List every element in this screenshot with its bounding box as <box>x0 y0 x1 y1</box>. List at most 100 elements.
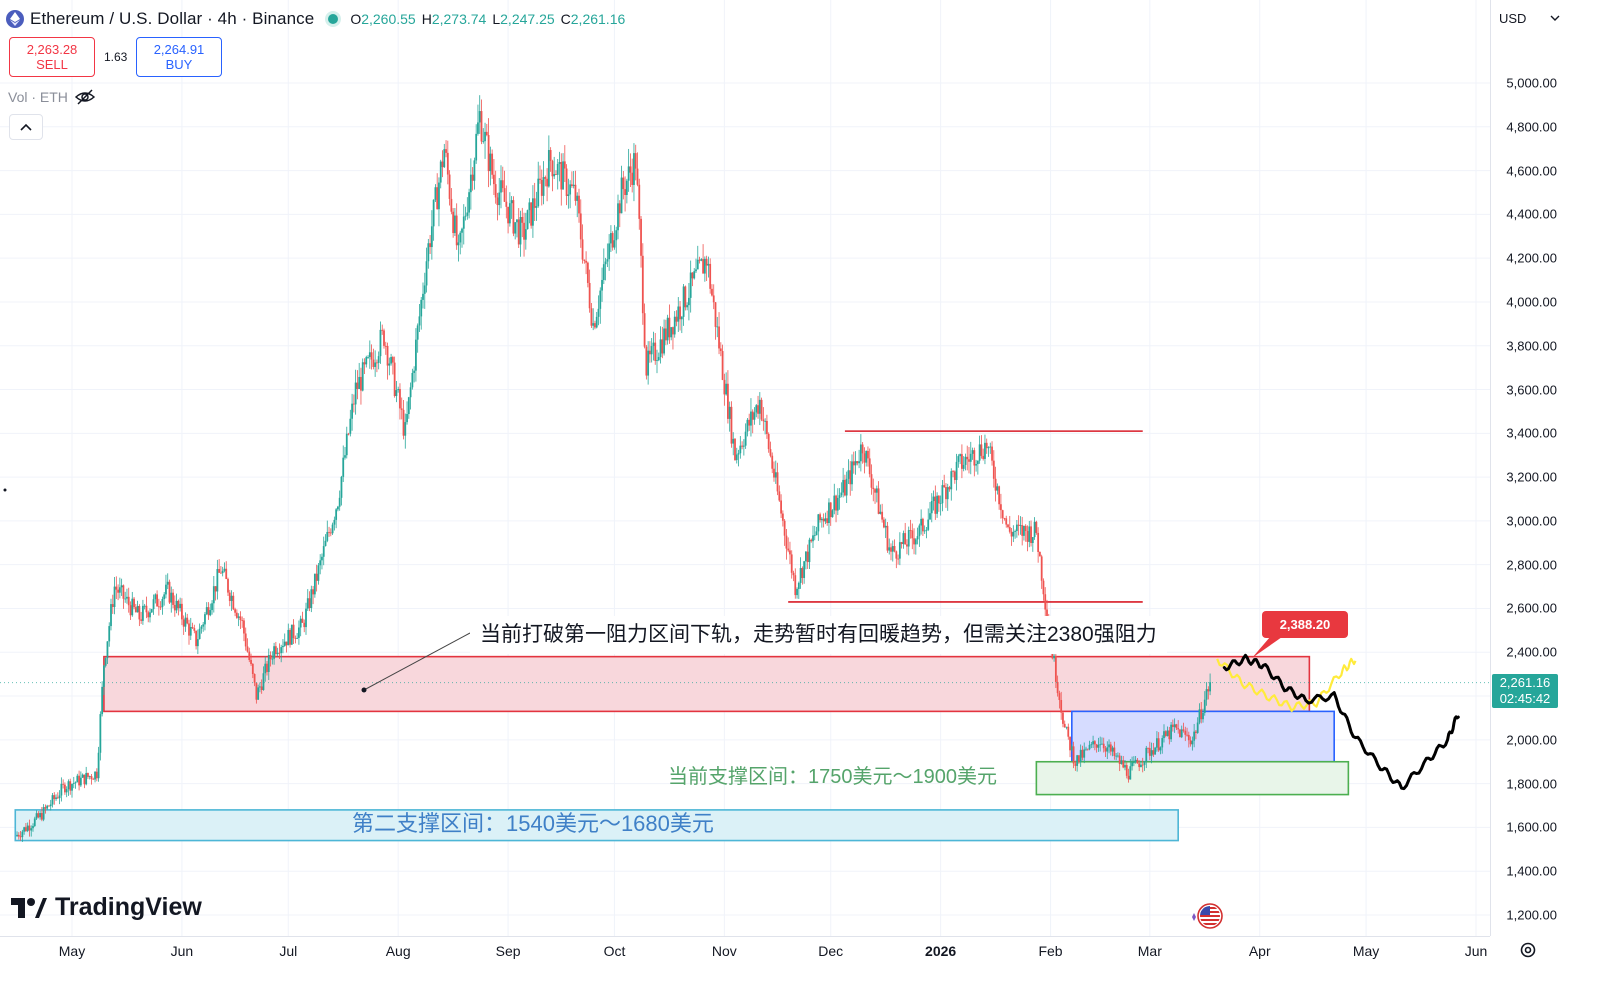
candle-body <box>241 620 244 621</box>
candle-body <box>842 479 845 493</box>
time-tick-label: Mar <box>1137 943 1162 959</box>
candle-body <box>418 316 421 326</box>
candle-body <box>989 446 992 448</box>
candle-body <box>597 308 600 317</box>
candle-body <box>884 525 887 528</box>
candle-body <box>751 411 754 420</box>
candle-body <box>1000 504 1002 511</box>
economic-event-flag-icon[interactable] <box>1186 901 1226 931</box>
candle-body <box>815 531 818 536</box>
candle-body <box>391 357 394 363</box>
candle-body <box>1168 730 1171 740</box>
candle-body <box>395 390 398 397</box>
candle-body <box>753 412 756 420</box>
candle-body <box>519 217 522 245</box>
time-tick-label: Nov <box>711 943 737 959</box>
candle-body <box>156 594 158 607</box>
candle-body <box>390 357 392 364</box>
candle-body <box>1141 764 1144 766</box>
support-zone-1-label[interactable]: 当前支撑区间：1750美元～1900美元 <box>668 766 997 788</box>
candle-body <box>858 461 860 464</box>
eye-hidden-icon[interactable] <box>74 88 96 106</box>
candle-body <box>393 362 396 397</box>
candle-body <box>835 495 837 511</box>
candle-body <box>493 174 495 185</box>
candle-body <box>21 831 24 838</box>
candle-body <box>165 584 167 595</box>
candle-body <box>615 230 618 241</box>
candle-body <box>452 211 455 234</box>
price-chart[interactable] <box>0 0 1490 936</box>
candle-body <box>510 200 513 204</box>
candle-body <box>464 215 467 217</box>
price-tick-label: 3,800.00 <box>1506 338 1557 354</box>
candle-body <box>560 162 563 190</box>
candle-body <box>682 286 685 317</box>
resistance-price-tag[interactable]: 2,388.20 <box>1262 611 1348 638</box>
candle-body <box>746 419 749 432</box>
candle-body <box>294 638 297 639</box>
volume-indicator[interactable]: Vol · ETH <box>8 88 96 106</box>
candle-body <box>563 161 566 169</box>
candle-body <box>539 178 541 180</box>
candle-body <box>482 141 485 142</box>
collapse-legend-button[interactable] <box>9 114 43 140</box>
low-value: 2,247.25 <box>500 11 555 27</box>
candle-body <box>920 518 923 526</box>
close-value: 2,261.16 <box>570 11 626 27</box>
candle-body <box>829 502 832 518</box>
candle-body <box>672 327 674 335</box>
candle-body <box>847 470 850 479</box>
candle-body <box>868 458 871 475</box>
candle-body <box>1030 526 1032 544</box>
candle-body <box>719 348 722 352</box>
tradingview-logo[interactable]: TradingView <box>11 893 202 922</box>
candle-body <box>1154 747 1157 755</box>
buy-button[interactable]: 2,264.91 BUY <box>136 37 222 77</box>
candle-body <box>271 658 274 660</box>
support-zone-2-label[interactable]: 第二支撑区间：1540美元～1680美元 <box>352 811 714 836</box>
symbol-title[interactable]: Ethereum / U.S. Dollar · 4h · Binance <box>30 9 315 28</box>
candle-body <box>111 604 114 608</box>
currency-selector[interactable]: USD <box>1490 0 1568 36</box>
candle-body <box>352 403 355 405</box>
time-tick-label: Oct <box>603 943 626 959</box>
time-tick-label: May <box>1352 943 1380 959</box>
candle-body <box>602 264 605 280</box>
candle-body <box>571 184 573 186</box>
candle-body <box>799 568 802 583</box>
drawing-menu-icon[interactable] <box>2 484 8 496</box>
candle-body <box>478 111 481 123</box>
candle-body <box>466 212 469 216</box>
price-axis[interactable]: 5,000.00 4,800.00 4,600.00 4,400.00 4,200.00… <box>1490 36 1569 936</box>
candle-body <box>430 226 433 248</box>
candle-body <box>906 544 908 547</box>
candle-body <box>734 438 736 461</box>
candle-body <box>85 772 88 785</box>
candle-body <box>1005 518 1008 525</box>
analysis-callout[interactable]: 当前打破第一阻力区间下轨，走势暂时有回暖趋势，但需关注2380强阻力 <box>470 616 1167 654</box>
settings-gear-icon[interactable] <box>1518 940 1538 960</box>
candle-body <box>441 161 444 168</box>
candle-body <box>1111 747 1114 752</box>
buy-label: BUY <box>165 57 193 72</box>
candle-body <box>1067 726 1070 737</box>
price-tick-label: 4,200.00 <box>1506 250 1557 266</box>
candle-body <box>1156 738 1158 748</box>
candle-body <box>1180 729 1183 738</box>
sell-button[interactable]: 2,263.28 SELL <box>9 37 95 77</box>
candle-body <box>976 460 979 465</box>
candle-body <box>583 259 586 261</box>
candle-body <box>484 131 486 142</box>
candle-body <box>196 639 199 647</box>
candle-body <box>372 359 375 367</box>
candle-body <box>874 489 876 493</box>
candle-body <box>1088 744 1091 750</box>
time-axis[interactable]: May Jun Jul Aug Sep Oct Nov Dec 2026 Feb Mar Apr May… <box>0 936 1490 983</box>
candle-body <box>1124 765 1126 768</box>
candle-body <box>968 459 970 462</box>
candle-body <box>1044 594 1047 610</box>
candle-body <box>494 184 497 198</box>
candle-body <box>250 659 252 664</box>
candle-body <box>508 203 511 224</box>
